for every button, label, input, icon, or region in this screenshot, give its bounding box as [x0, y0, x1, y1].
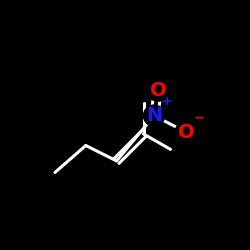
Circle shape: [144, 105, 165, 126]
Text: O: O: [150, 81, 166, 100]
Circle shape: [148, 80, 169, 101]
Text: −: −: [194, 111, 204, 124]
Circle shape: [175, 122, 197, 142]
Text: O: O: [178, 122, 194, 142]
Text: +: +: [162, 95, 172, 108]
Text: N: N: [146, 106, 162, 125]
